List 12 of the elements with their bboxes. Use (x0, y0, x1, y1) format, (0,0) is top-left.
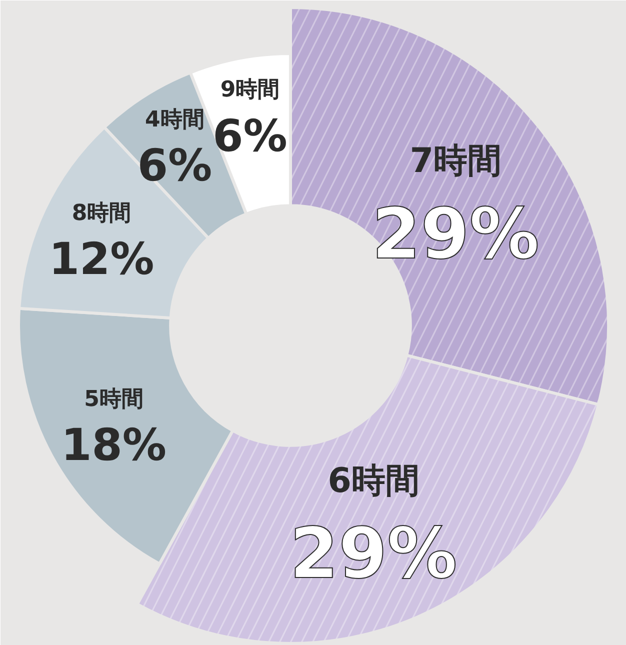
slice-label: 6時間 (328, 460, 420, 501)
slice-label: 5時間 (84, 387, 144, 412)
slice-label: 8時間 (72, 200, 132, 226)
slice-label: 7時間 (410, 140, 502, 181)
slice-label: 4時間 (145, 107, 204, 132)
data-label: 18% (61, 420, 166, 472)
data-label: 6% (212, 110, 288, 162)
data-label: 29% (372, 192, 540, 275)
data-label: 12% (48, 234, 154, 286)
data-label: 6% (137, 140, 212, 192)
data-label: 29% (290, 512, 458, 595)
slice-label: 9時間 (220, 78, 280, 103)
